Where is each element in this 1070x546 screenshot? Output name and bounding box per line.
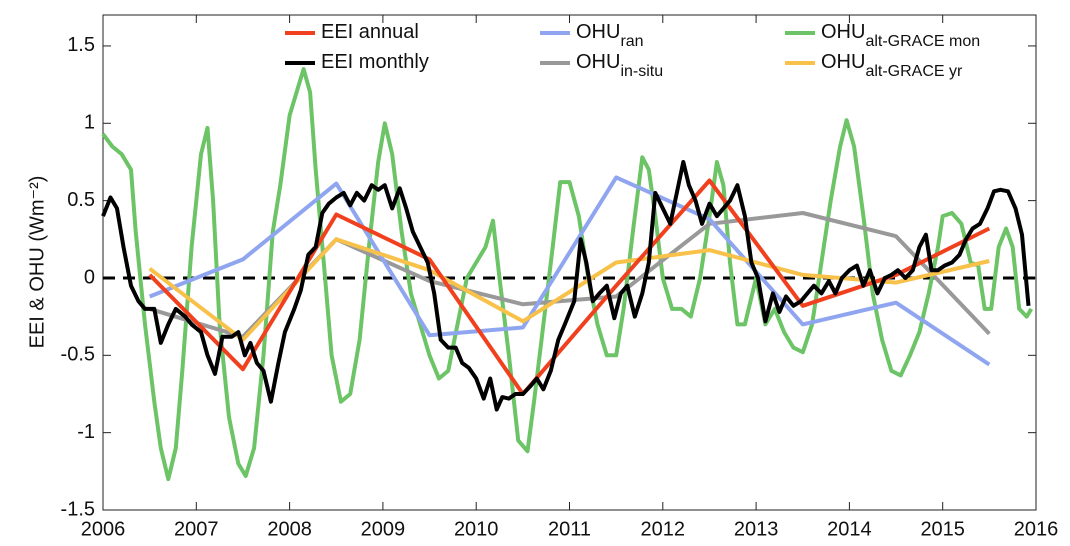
x-tick-label: 2009	[361, 518, 406, 540]
x-tick-label: 2013	[734, 518, 779, 540]
legend-name: OHU	[576, 51, 620, 73]
y-tick-label: 1	[84, 112, 95, 134]
y-tick-label: 0	[84, 266, 95, 288]
plot-frame	[102, 14, 1037, 511]
y-tick-label: -0.5	[61, 344, 95, 366]
legend-subscript: alt-GRACE yr	[865, 63, 963, 80]
y-tick-label: -1.5	[61, 498, 95, 520]
x-tick-label: 2015	[920, 518, 965, 540]
series-line	[101, 160, 1031, 412]
legend-name: EEI monthly	[321, 51, 429, 73]
y-tick-label: -1	[77, 421, 95, 443]
legend-label: EEI monthly	[321, 51, 429, 73]
legend-label: EEI annual	[321, 21, 419, 43]
legend-label: OHUalt-GRACE yr	[821, 51, 963, 80]
x-tick-label: 2007	[174, 518, 219, 540]
legend-name: OHU	[821, 21, 865, 43]
legend-subscript: alt-GRACE mon	[865, 33, 980, 50]
series-line	[148, 175, 991, 367]
legend-label: OHUin-situ	[576, 51, 663, 80]
legend-subscript: in-situ	[620, 63, 663, 80]
x-tick-label: 2014	[827, 518, 872, 540]
y-axis-label: EEI & OHU (Wm⁻²)	[26, 176, 48, 349]
legend-label: OHUalt-GRACE mon	[821, 21, 980, 50]
x-tick-label: 2016	[1014, 518, 1059, 540]
legend-subscript: ran	[620, 33, 643, 50]
y-tick-label: 0.5	[67, 189, 95, 211]
legend-name: EEI annual	[321, 21, 419, 43]
series-line	[148, 178, 991, 396]
x-tick-label: 2006	[81, 518, 126, 540]
legend-label: OHUran	[576, 21, 644, 50]
series-line	[101, 67, 1034, 482]
x-tick-label: 2010	[454, 518, 499, 540]
legend-name: OHU	[576, 21, 620, 43]
legend-name: OHU	[821, 51, 865, 73]
y-tick-label: 1.5	[67, 34, 95, 56]
x-tick-label: 2011	[548, 518, 591, 540]
x-tick-label: 2008	[267, 518, 312, 540]
x-tick-label: 2012	[641, 518, 686, 540]
